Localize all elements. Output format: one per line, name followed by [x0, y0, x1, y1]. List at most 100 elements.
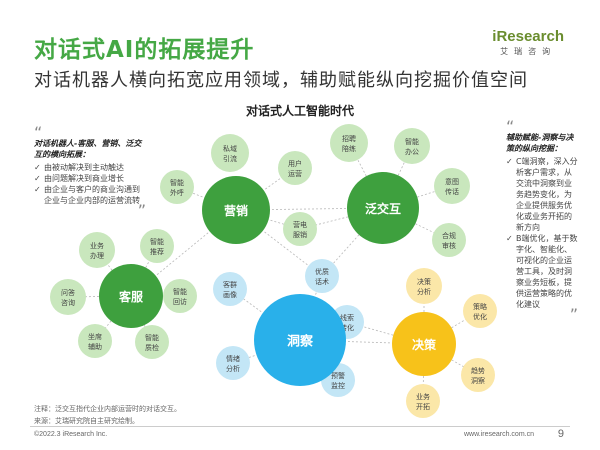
hub-label: 洞察 — [287, 334, 314, 350]
node-label: 咨询 — [61, 298, 75, 307]
node-label: 回访 — [173, 297, 187, 306]
hub-node: 洞察 — [254, 294, 346, 386]
node-label: 智能 — [173, 287, 187, 296]
node-label: 外呼 — [170, 188, 184, 197]
small-nodes: 私域引流用户运营智能外呼营电服销招聘陪练智能办公意图传话合规审核业务办理智能推荐… — [50, 124, 497, 418]
check-icon: ✓ — [34, 174, 41, 183]
hub-circle — [347, 172, 419, 244]
node-label: 决策 — [417, 277, 431, 286]
node-circle — [78, 324, 112, 358]
node-circle — [278, 151, 312, 185]
hub-circle — [254, 294, 346, 386]
node-label: 陪练 — [342, 144, 356, 153]
footer-copyright: ©2022.3 iResearch Inc. — [34, 431, 108, 438]
left-note-item: ✓ 由企业与客户的商业沟通到企业与企业内部的运营流转 — [34, 185, 140, 205]
node-label: 预警 — [331, 371, 345, 380]
node-circle — [211, 134, 249, 172]
node-circle — [135, 325, 169, 359]
logo-sub-text: 艾瑞咨询 — [500, 47, 557, 56]
node-circle — [330, 124, 368, 162]
node-circle — [394, 128, 430, 164]
hub-label: 决策 — [412, 337, 437, 352]
node-circle — [216, 346, 250, 380]
connector-line — [423, 310, 481, 345]
node-label: 智能 — [405, 137, 419, 146]
node-label: 质检 — [145, 343, 159, 352]
node-label: 辅助 — [88, 342, 102, 351]
node-circle — [432, 223, 466, 257]
node-label: 私域 — [223, 144, 237, 153]
footnote-note: 注释：泛交互指代企业内部运营时的对话交互。 — [34, 405, 181, 413]
node-circle — [305, 259, 339, 293]
node-circle — [50, 279, 86, 315]
page-title: 对话式AI的拓展提升 — [34, 37, 255, 63]
node-label: 客群 — [223, 280, 237, 289]
close-quote-icon: ” — [569, 305, 578, 324]
node-label: 洞察 — [471, 376, 485, 385]
node-circle — [406, 268, 442, 304]
node-label: 转化 — [340, 323, 354, 332]
hub-label: 泛交互 — [365, 201, 401, 216]
node-circle — [463, 294, 497, 328]
left-note-item: ✓ 由被动解决到主动触达 — [34, 163, 124, 172]
node-circle — [140, 229, 174, 263]
node-circle — [461, 358, 495, 392]
node-circle — [283, 212, 317, 246]
hub-circle — [202, 176, 270, 244]
left-note-title: 对话机器人-客服、营销、泛交互的横向拓展： — [34, 139, 142, 159]
hub-circle — [392, 312, 456, 376]
node-label: 引流 — [223, 154, 237, 163]
node-label: 问答 — [61, 288, 75, 297]
right-note-title: 辅助赋能-洞察与决策的纵向挖掘： — [506, 133, 574, 153]
node-label: 服销 — [293, 230, 307, 239]
node-label: 营电 — [293, 220, 307, 229]
node-label: 趋势 — [471, 366, 485, 375]
hub-label: 客服 — [118, 289, 144, 304]
node-label: 招聘 — [342, 134, 356, 143]
node-label: 优质 — [315, 267, 329, 276]
close-quote-icon: ” — [137, 201, 146, 220]
logo-main-text: iResearch — [492, 28, 564, 45]
node-label: 业务 — [416, 392, 430, 401]
open-quote-icon: “ — [506, 117, 515, 136]
hub-node: 客服 — [99, 264, 163, 328]
hub-circle — [99, 264, 163, 328]
node-label: 线索 — [340, 313, 354, 322]
node-circle — [163, 279, 197, 313]
node-label: 开拓 — [416, 402, 430, 411]
node-label: 策略 — [473, 302, 487, 311]
node-circle — [79, 232, 115, 268]
node-label: 情绪 — [226, 354, 240, 363]
node-label: 坐席 — [88, 332, 102, 341]
node-circle — [213, 272, 247, 306]
right-note-item: ✓ C端洞察，深入分析客户需求，从交流中洞察到业务趋势变化，为企业提供服务优化或业… — [506, 157, 578, 232]
footer-divider — [30, 426, 570, 427]
footnote-source: 来源：艾瑞研究院自主研究绘制。 — [34, 417, 139, 425]
node-label: 审核 — [442, 241, 456, 250]
node-label: 分析 — [226, 364, 240, 373]
diagram-node: 业务开拓 — [406, 384, 440, 418]
hub-node: 营销 — [202, 176, 270, 244]
page-subtitle: 对话机器人横向拓宽应用领域，辅助赋能纵向挖掘价值空间 — [34, 70, 528, 91]
hub-node: 泛交互 — [347, 172, 419, 244]
iresearch-logo: iResearch 艾瑞咨询 — [492, 28, 564, 57]
node-label: 智能 — [170, 178, 184, 187]
node-label: 意图 — [445, 177, 459, 186]
